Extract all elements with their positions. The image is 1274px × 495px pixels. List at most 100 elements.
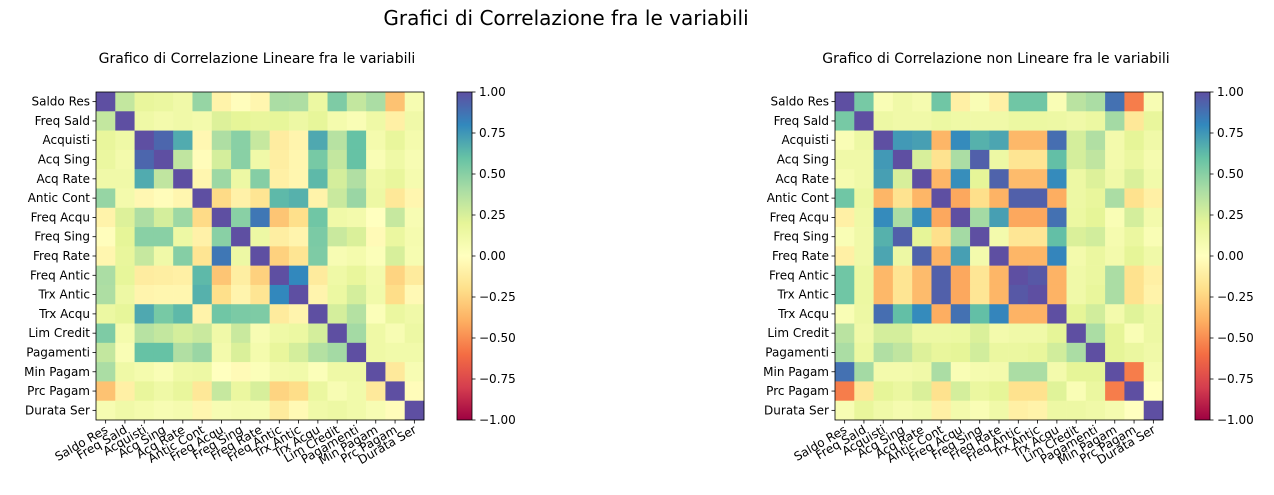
heatmap-cell [269,304,290,324]
heatmap-cell [192,265,213,286]
heatmap-cell [854,188,874,209]
heatmap-cell [288,188,309,209]
heatmap-cell [950,111,971,131]
heatmap-cell [250,188,270,209]
heatmap-cell [950,246,971,266]
heatmap-cell [211,381,232,401]
heatmap-cell [404,207,425,228]
heatmap-cell [931,362,952,382]
heatmap-cell [211,304,232,324]
heatmap-cell [1105,92,1125,112]
heatmap-cell [1047,227,1067,247]
heatmap-cell [854,323,874,344]
heatmap-cell [115,342,135,363]
heatmap-cell [854,265,874,286]
heatmap-cell [950,342,971,363]
heatmap-cell [835,342,855,363]
heatmap-cell [404,265,425,286]
heatmap-cell [346,169,367,189]
heatmap-cell [1085,400,1106,421]
heatmap-cell [873,342,894,363]
heatmap-cell [115,362,135,382]
colorbar-tick-label: −1.00 [479,413,516,427]
heatmap-cell [1027,149,1048,170]
heatmap-cell [231,227,251,247]
heatmap-cell [385,246,405,266]
heatmap-cell [1143,304,1164,324]
heatmap-cell [269,246,290,266]
heatmap-cell [153,381,174,401]
heatmap-cell [912,111,932,131]
heatmap-cell [1085,246,1106,266]
heatmap-cell [1124,400,1144,421]
heatmap-cell [1027,400,1048,421]
heatmap-cell [1143,381,1164,401]
y-tick-label: Min Pagam [763,365,829,379]
y-tick-label: Acq Sing [777,153,829,167]
heatmap-cell [873,304,894,324]
heatmap-cell [1085,323,1106,344]
heatmap-cell [1047,362,1067,382]
heatmap-cell [989,111,1009,131]
heatmap-cell [1008,207,1029,228]
heatmap-cell [1027,111,1048,131]
heatmap-cell [366,304,386,324]
heatmap-cell [912,169,932,189]
heatmap-cell [192,169,213,189]
heatmap-cell [950,169,971,189]
heatmap-cell [346,111,367,131]
heatmap-cell [250,381,270,401]
heatmap-cell [404,111,425,131]
heatmap-cell [1066,323,1087,344]
heatmap-cell [854,381,874,401]
heatmap-cell [134,284,155,305]
heatmap-cell [1066,227,1087,247]
heatmap-cell [308,304,328,324]
colorbar-tick-label: 0.75 [1217,126,1244,140]
heatmap-cell [892,227,913,247]
heatmap-cell [134,323,155,344]
heatmap-cell [1008,149,1029,170]
heatmap-cell [1027,227,1048,247]
heatmap-cell [366,169,386,189]
heatmap-cell [950,149,971,170]
y-tick-label: Acquisti [782,133,829,147]
heatmap-cell [385,265,405,286]
heatmap-cell [96,207,116,228]
heatmap-cell [873,400,894,421]
heatmap-cell [892,111,913,131]
heatmap-cell [404,381,425,401]
colorbar-tick-label: 0.00 [479,249,506,263]
heatmap-cell [96,130,116,151]
heatmap-cell [269,169,290,189]
heatmap-cell [854,304,874,324]
heatmap-cell [385,362,405,382]
heatmap-cell [153,188,174,209]
heatmap-cell [404,227,425,247]
y-tick-label: Freq Antic [30,268,90,282]
heatmap-cell [250,227,270,247]
heatmap-cell [231,169,251,189]
heatmap-cell [134,92,155,112]
heatmap-cell [346,323,367,344]
y-tick-label: Freq Sald [774,114,829,128]
y-tick-label: Pagamenti [765,345,829,359]
heatmap-cell [366,342,386,363]
heatmap-cell [250,207,270,228]
heatmap-cell [931,381,952,401]
heatmap-cell [308,381,328,401]
heatmap-cell [1105,207,1125,228]
heatmap-cell [1085,149,1106,170]
y-tick-label: Min Pagam [24,365,90,379]
heatmap-cell [288,304,309,324]
y-tick-label: Antic Cont [767,191,830,205]
heatmap-cell [115,149,135,170]
heatmap-cell [288,169,309,189]
y-tick-label: Prc Pagam [766,384,829,398]
heatmap-cell [366,323,386,344]
heatmap-cell [269,265,290,286]
heatmap-cell [327,227,348,247]
heatmap-cell [1008,362,1029,382]
heatmap-cell [912,246,932,266]
heatmap-cell [404,362,425,382]
